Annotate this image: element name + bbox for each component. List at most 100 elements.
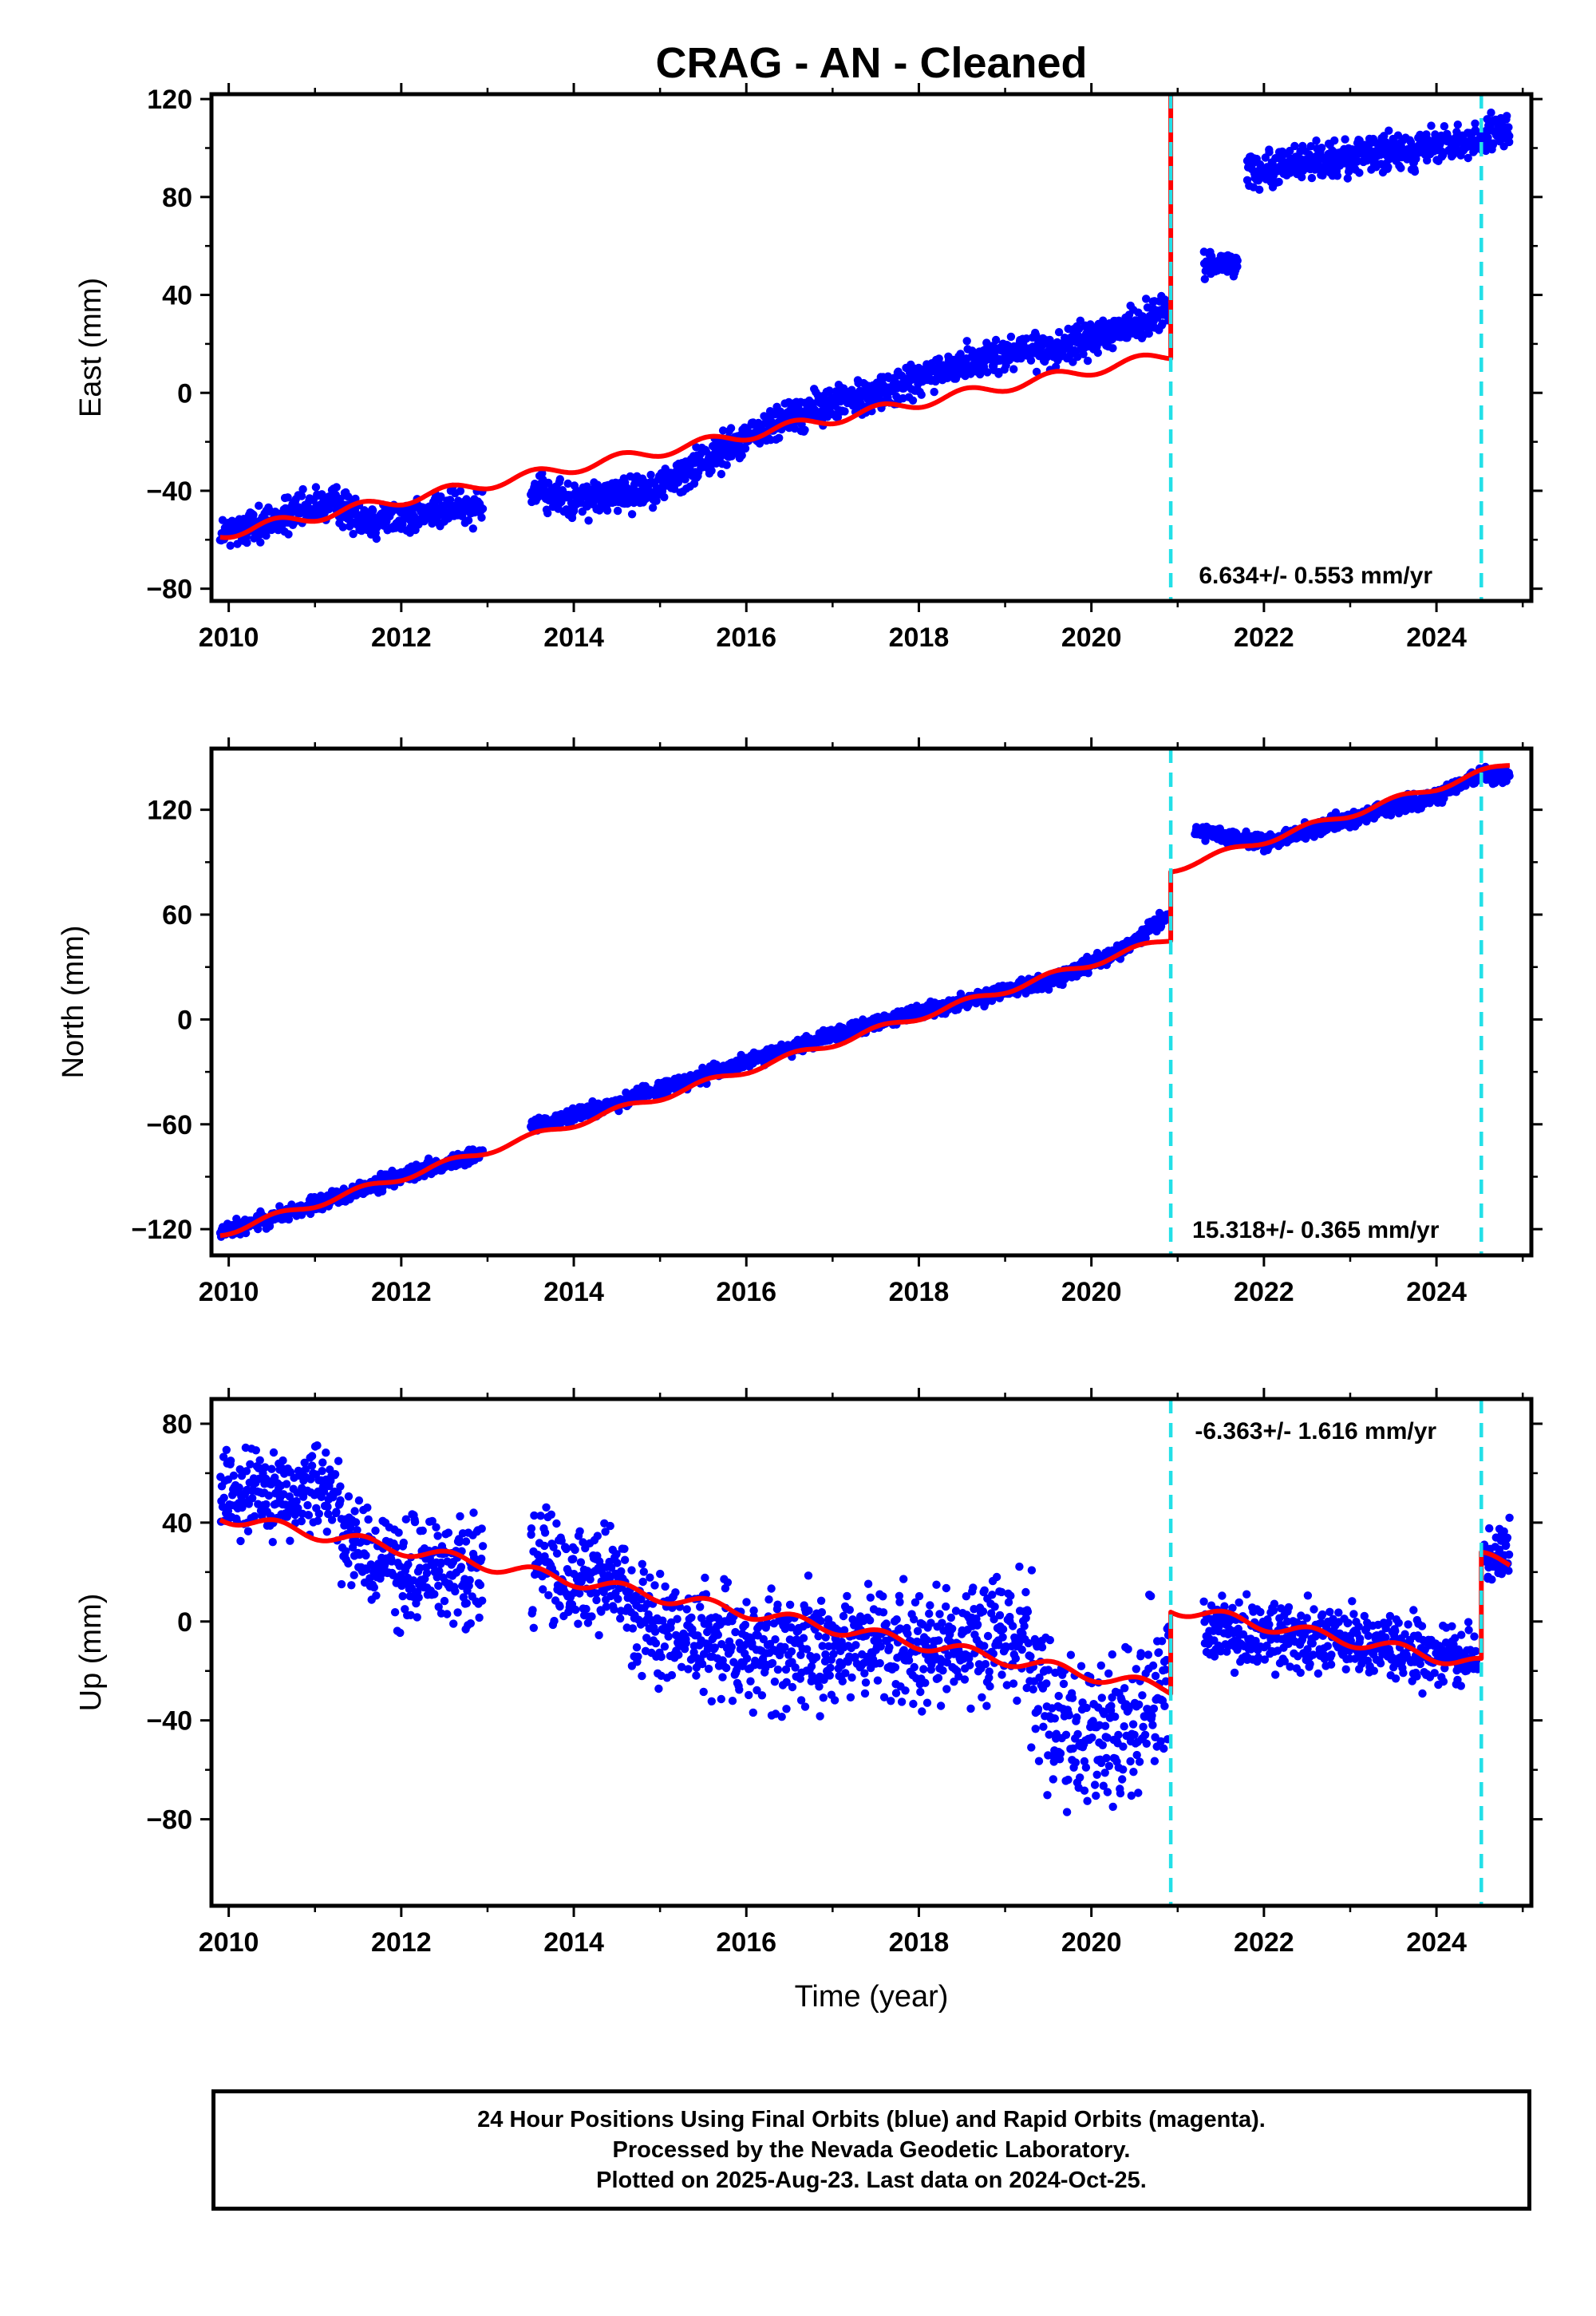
data-point bbox=[614, 1595, 622, 1603]
data-point bbox=[1141, 934, 1150, 943]
data-point bbox=[628, 1624, 638, 1633]
data-point bbox=[627, 1566, 636, 1575]
data-point bbox=[555, 1602, 564, 1611]
data-point bbox=[433, 1573, 441, 1582]
data-point bbox=[449, 1619, 458, 1628]
data-point bbox=[660, 492, 669, 502]
data-point bbox=[282, 1480, 291, 1488]
data-point bbox=[1396, 164, 1405, 172]
data-point bbox=[575, 1589, 584, 1598]
data-point bbox=[415, 1563, 425, 1572]
data-point bbox=[477, 513, 486, 522]
data-point bbox=[262, 1500, 271, 1509]
data-point bbox=[1406, 138, 1416, 147]
data-point bbox=[307, 1461, 317, 1470]
data-point bbox=[226, 1456, 235, 1465]
data-point bbox=[251, 1446, 260, 1455]
data-point bbox=[242, 1467, 251, 1476]
data-point bbox=[1505, 137, 1514, 147]
data-point bbox=[737, 451, 746, 460]
data-point bbox=[236, 1536, 245, 1546]
data-point bbox=[444, 1528, 453, 1537]
data-point bbox=[292, 1496, 301, 1506]
data-point bbox=[395, 1562, 404, 1571]
y-tick-label: 0 bbox=[177, 378, 192, 409]
x-tick-label: 2024 bbox=[1406, 622, 1467, 653]
data-point bbox=[722, 460, 731, 469]
data-point bbox=[456, 487, 465, 496]
data-point bbox=[602, 506, 612, 515]
data-point bbox=[1009, 365, 1018, 373]
data-point bbox=[462, 1599, 471, 1608]
data-point bbox=[538, 468, 547, 478]
data-point bbox=[1079, 350, 1088, 358]
data-point bbox=[478, 1596, 487, 1605]
data-point bbox=[962, 337, 971, 346]
data-point bbox=[396, 1628, 405, 1638]
data-point bbox=[390, 1608, 400, 1617]
x-tick-label: 2016 bbox=[716, 1277, 776, 1307]
data-point bbox=[476, 1580, 485, 1590]
data-point bbox=[344, 1559, 353, 1568]
data-point bbox=[637, 1595, 646, 1604]
data-point bbox=[1051, 362, 1061, 371]
data-point bbox=[1037, 348, 1046, 358]
data-point bbox=[478, 1542, 488, 1551]
data-point bbox=[595, 1630, 603, 1640]
data-point bbox=[398, 1591, 407, 1601]
y-tick-label: −40 bbox=[146, 476, 192, 507]
data-point bbox=[726, 424, 736, 433]
data-point bbox=[344, 1492, 354, 1501]
up-panel: 2010 2012 2014 2016 2018 2020 2022 2024−80−4004… bbox=[74, 1388, 1543, 1958]
data-point bbox=[1353, 157, 1361, 166]
data-point bbox=[303, 1500, 312, 1510]
data-point bbox=[613, 506, 622, 516]
data-point bbox=[311, 483, 321, 492]
data-point bbox=[456, 1512, 464, 1521]
data-point bbox=[404, 1560, 413, 1569]
data-point bbox=[1505, 132, 1514, 140]
x-tick-label: 2020 bbox=[1061, 1277, 1122, 1307]
data-point bbox=[307, 1452, 317, 1460]
data-point bbox=[262, 532, 271, 540]
data-point bbox=[790, 424, 800, 433]
data-point bbox=[437, 1558, 445, 1567]
data-point bbox=[634, 1652, 642, 1661]
velocity-label: 6.634+/- 0.553 mm/yr bbox=[1199, 563, 1432, 589]
data-point bbox=[547, 1510, 555, 1520]
data-point bbox=[567, 513, 577, 523]
data-point bbox=[336, 1496, 345, 1505]
data-point bbox=[246, 1460, 255, 1469]
data-point bbox=[369, 1583, 378, 1592]
data-point bbox=[539, 1585, 547, 1594]
data-point bbox=[219, 1493, 228, 1503]
data-point bbox=[399, 1538, 408, 1547]
data-point bbox=[264, 1491, 274, 1500]
data-point bbox=[354, 1496, 364, 1505]
data-point bbox=[465, 1575, 474, 1585]
data-point bbox=[1233, 262, 1242, 271]
data-point bbox=[327, 1516, 337, 1524]
data-point bbox=[606, 1521, 614, 1531]
data-point bbox=[279, 1456, 287, 1465]
data-point bbox=[363, 1503, 372, 1512]
data-point bbox=[648, 504, 658, 512]
data-point bbox=[1054, 328, 1064, 337]
data-point bbox=[347, 1581, 356, 1590]
data-point bbox=[591, 1589, 601, 1598]
data-point bbox=[406, 1611, 415, 1620]
data-point bbox=[353, 1526, 361, 1535]
data-point bbox=[351, 1518, 361, 1527]
y-tick-label: 80 bbox=[162, 183, 192, 213]
data-point bbox=[1290, 141, 1299, 151]
data-point bbox=[583, 1618, 593, 1627]
data-point bbox=[324, 1509, 333, 1519]
data-point bbox=[255, 1456, 264, 1465]
data-point bbox=[1330, 136, 1339, 145]
data-point bbox=[1503, 112, 1511, 121]
data-point bbox=[350, 1507, 359, 1516]
data-point bbox=[1307, 173, 1317, 183]
velocity-label: 15.318+/- 0.365 mm/yr bbox=[1192, 1217, 1440, 1243]
data-point bbox=[840, 407, 849, 416]
data-point bbox=[443, 1610, 452, 1618]
